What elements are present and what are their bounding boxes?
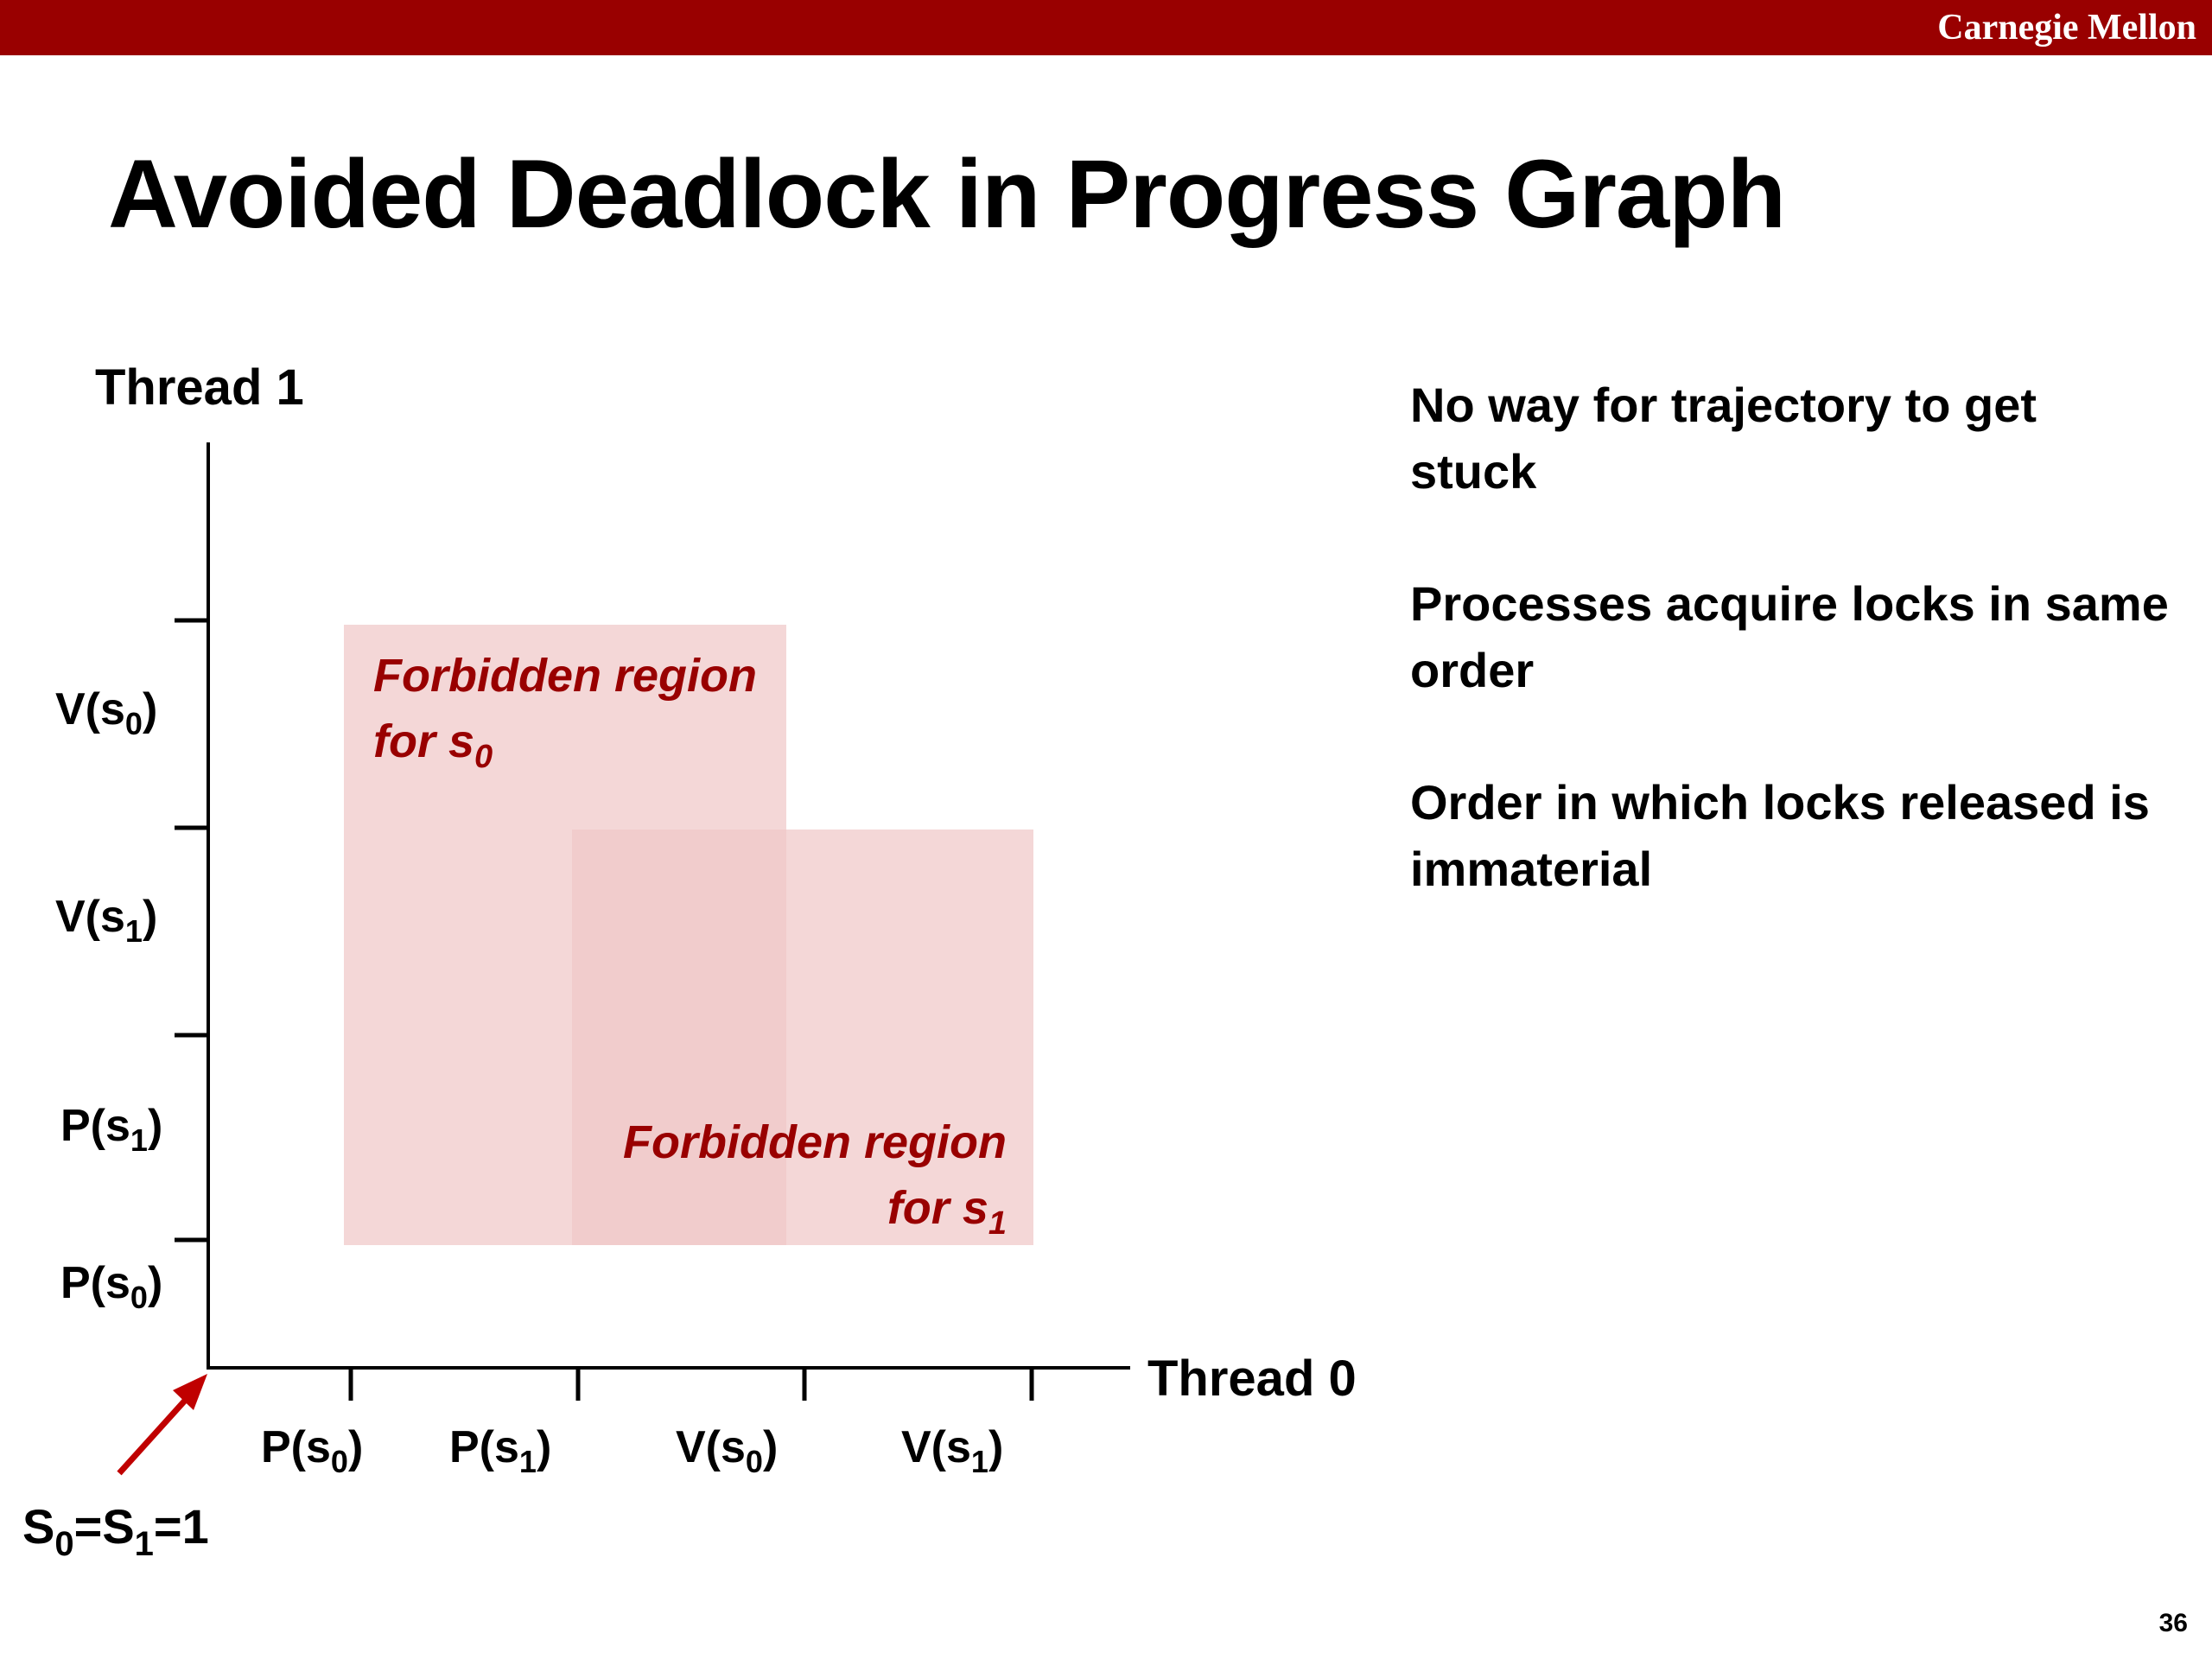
note-item: Order in which locks released is immater…	[1410, 775, 2150, 896]
header-bar	[0, 0, 2212, 55]
y-axis-label: Thread 1	[95, 359, 304, 416]
origin-arrow-head	[173, 1374, 207, 1410]
x-axis-label: Thread 0	[1147, 1351, 1357, 1407]
y-tick-label-p-s1: P(s1)	[60, 1101, 162, 1158]
forbidden-region-s1-label-line2: for s1	[887, 1182, 1007, 1242]
brand-logo-text: Carnegie Mellon	[1937, 8, 2196, 48]
slide-title: Avoided Deadlock in Progress Graph	[108, 140, 1786, 248]
forbidden-region-s1	[572, 830, 1033, 1245]
origin-label: S0=S1=1	[22, 1499, 209, 1563]
note-item: Processes acquire locks in same order	[1410, 576, 2169, 697]
y-tick-label-v-s1: V(s1)	[55, 892, 157, 949]
y-tick-label-p-s0: P(s0)	[60, 1258, 162, 1315]
x-tick-label-p-s0: P(s0)	[261, 1422, 363, 1479]
x-tick-label-p-s1: P(s1)	[449, 1422, 551, 1479]
notes-list: No way for trajectory to get stuck Proce…	[1410, 372, 2171, 968]
forbidden-region-s1-label-line1: Forbidden region	[623, 1116, 1007, 1168]
forbidden-region-s0-label-line1: Forbidden region	[373, 650, 757, 702]
origin-arrow	[117, 1390, 194, 1476]
x-tick-label-v-s0: V(s0)	[676, 1422, 778, 1479]
y-tick-label-v-s0: V(s0)	[55, 684, 157, 741]
forbidden-region-s0-label-line2: for s0	[373, 715, 493, 775]
page-number: 36	[2158, 1609, 2188, 1637]
x-tick-label-v-s1: V(s1)	[901, 1422, 1003, 1479]
note-item: No way for trajectory to get stuck	[1410, 378, 2037, 499]
